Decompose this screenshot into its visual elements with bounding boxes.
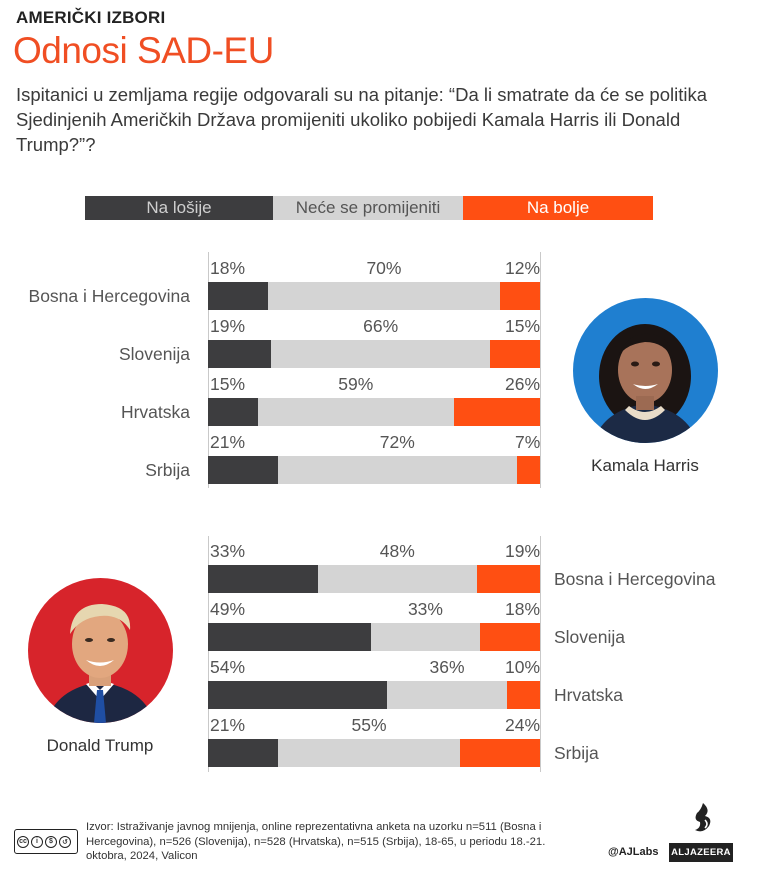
- country-label: Hrvatska: [120, 402, 190, 422]
- kicker-label: AMERIČKI IZBORI: [16, 8, 166, 27]
- bar-segment-worse: [208, 681, 388, 709]
- legend-better: Na bolje: [463, 196, 653, 220]
- value-label-better: 7%: [515, 432, 541, 452]
- value-label-better: 15%: [505, 316, 541, 336]
- country-label: Srbija: [145, 460, 190, 480]
- value-label-better: 26%: [505, 374, 541, 394]
- bar-segment-worse: [208, 623, 371, 651]
- no-dollar-icon: $: [45, 835, 57, 848]
- country-label: Hrvatska: [554, 685, 624, 705]
- value-label-worse: 21%: [210, 715, 246, 735]
- value-label-same: 48%: [379, 541, 415, 561]
- country-label: Bosna i Hercegovina: [554, 569, 716, 589]
- value-label-better: 19%: [505, 541, 541, 561]
- bar-segment-worse: [208, 739, 278, 767]
- page-title: Odnosi SAD-EU: [13, 30, 274, 71]
- bar-segment-same: [257, 398, 454, 426]
- bar-segment-better: [453, 398, 540, 426]
- country-label: Bosna i Hercegovina: [28, 286, 190, 306]
- kamala-harris-portrait-icon: [573, 298, 718, 443]
- value-label-better: 24%: [505, 715, 541, 735]
- bar-segment-same: [271, 340, 491, 368]
- guide-line-start: [208, 536, 209, 772]
- guide-line-end: [540, 252, 541, 488]
- value-label-same: 55%: [351, 715, 387, 735]
- value-label-worse: 18%: [210, 258, 246, 278]
- value-label-worse: 21%: [210, 432, 246, 452]
- bar-segment-better: [480, 623, 540, 651]
- license-badge: cc i $ ↺: [14, 829, 78, 854]
- legend-same: Neće se promijeniti: [273, 196, 463, 220]
- bar-segment-worse: [208, 456, 278, 484]
- avatar-harris: [573, 298, 718, 443]
- legend-worse: Na lošije: [85, 196, 273, 220]
- bar-segment-worse: [208, 565, 318, 593]
- ajlabs-credit: @AJLabs: [608, 846, 659, 858]
- person-icon: i: [31, 835, 43, 848]
- source-note: Izvor: Istraživanje javnog mnijenja, onl…: [86, 821, 546, 862]
- bar-segment-same: [267, 282, 501, 310]
- bar-segment-better: [460, 739, 540, 767]
- bar-segment-better: [506, 681, 540, 709]
- bar-segment-better: [490, 340, 540, 368]
- bar-segment-same: [317, 565, 477, 593]
- value-label-same: 33%: [407, 599, 443, 619]
- avatar-trump: [28, 578, 173, 723]
- value-label-same: 59%: [338, 374, 374, 394]
- bar-segment-same: [277, 456, 517, 484]
- value-label-same: 70%: [366, 258, 402, 278]
- value-label-same: 72%: [379, 432, 415, 452]
- value-label-worse: 33%: [210, 541, 246, 561]
- value-label-better: 12%: [505, 258, 541, 278]
- bar-segment-worse: [208, 398, 258, 426]
- share-alike-icon: ↺: [59, 835, 71, 848]
- cc-icon: cc: [17, 835, 29, 848]
- bar-segment-same: [277, 739, 461, 767]
- bar-segment-better: [476, 565, 540, 593]
- country-label: Slovenija: [554, 627, 626, 647]
- country-label: Srbija: [554, 743, 599, 763]
- aljazeera-logo-icon: [695, 803, 711, 832]
- guide-line-start: [208, 252, 209, 488]
- bar-segment-better: [500, 282, 540, 310]
- country-label: Slovenija: [118, 344, 190, 364]
- value-label-same: 66%: [363, 316, 399, 336]
- value-label-worse: 15%: [210, 374, 246, 394]
- bar-segment-better: [516, 456, 540, 484]
- guide-line-end: [540, 536, 541, 772]
- donald-trump-portrait-icon: [28, 578, 173, 723]
- value-label-worse: 19%: [210, 316, 246, 336]
- trump-name-label: Donald Trump: [46, 736, 154, 755]
- aljazeera-wordmark: ALJAZEERA: [669, 843, 733, 862]
- value-label-same: 36%: [429, 657, 465, 677]
- bar-segment-same: [370, 623, 481, 651]
- bar-segment-worse: [208, 282, 268, 310]
- harris-name-label: Kamala Harris: [591, 456, 699, 475]
- value-label-worse: 49%: [210, 599, 246, 619]
- page-subtitle: Ispitanici u zemljama regije odgovarali …: [16, 84, 708, 155]
- value-label-worse: 54%: [210, 657, 246, 677]
- bar-segment-same: [387, 681, 507, 709]
- bar-segment-worse: [208, 340, 272, 368]
- value-label-better: 18%: [505, 599, 541, 619]
- value-label-better: 10%: [505, 657, 541, 677]
